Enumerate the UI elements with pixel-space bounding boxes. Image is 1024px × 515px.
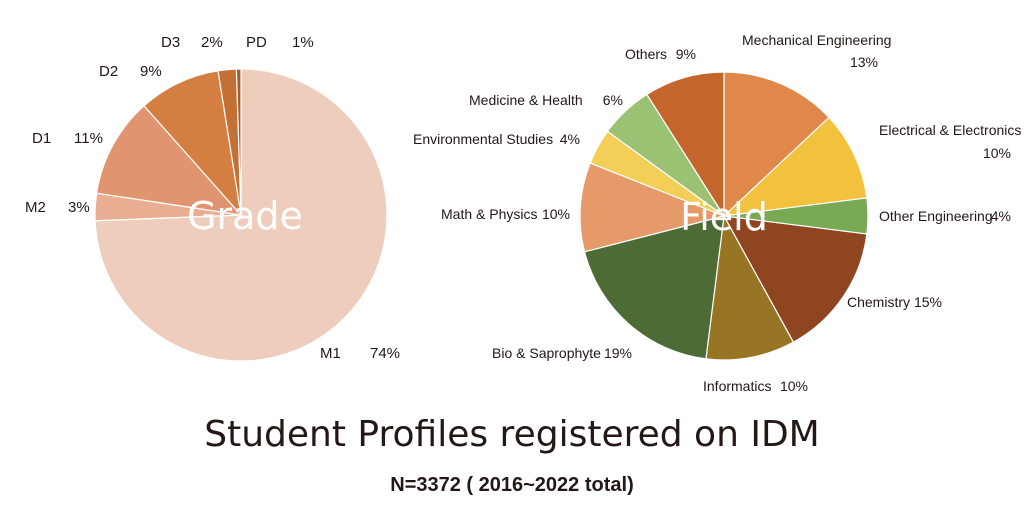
slice-label-medicine-health: Medicine & Health — [469, 92, 583, 108]
slice-label-d1: D1 — [32, 130, 51, 147]
slice-percent-others: 9% — [676, 46, 696, 62]
pie-slice-math-physics — [579, 162, 726, 253]
slice-percent-other-engineering: 4% — [991, 208, 1011, 224]
slice-label-other-engineering: Other Engineering — [879, 208, 993, 224]
pie-slice-chemistry — [722, 215, 868, 344]
slice-label-mechanical-engineering: Mechanical Engineering — [742, 32, 891, 48]
grade-pie-chart: M1 74% M2 3% D1 11% D2 9% D3 2% PD 1% Grade — [25, 34, 400, 362]
slice-label-d2: D2 — [99, 63, 118, 80]
pie-slice-electrical-electronics — [722, 116, 868, 217]
pie-slice-others — [646, 71, 725, 219]
slice-label-electrical-electronics: Electrical & Electronics — [879, 122, 1021, 138]
pie-center-label: Grade — [187, 194, 303, 238]
slice-label-pd: PD — [246, 34, 267, 51]
slice-label-m1: M1 — [320, 345, 341, 362]
pie-slice-mechanical-engineering — [723, 71, 830, 218]
slice-label-bio-saprophyte: Bio & Saprophyte — [492, 345, 601, 361]
slice-label-math-physics: Math & Physics — [441, 206, 537, 222]
slice-label-environmental-studies: Environmental Studies — [413, 131, 553, 147]
slice-percent-pd: 1% — [292, 34, 314, 51]
slice-percent-bio-saprophyte: 19% — [604, 345, 632, 361]
pie-center-label: Field — [680, 195, 768, 239]
slice-percent-mechanical-engineering: 13% — [850, 54, 878, 70]
chart-title: Student Profiles registered on IDM — [204, 414, 820, 455]
pie-slice-informatics — [705, 214, 795, 361]
slice-label-chemistry: Chemistry — [847, 294, 910, 310]
chart-subtitle: N=3372 ( 2016~2022 total) — [390, 474, 634, 496]
slice-percent-d1: 11% — [74, 130, 103, 147]
slice-percent-m1: 74% — [370, 345, 400, 362]
slice-percent-medicine-health: 6% — [603, 92, 623, 108]
slice-percent-informatics: 10% — [780, 378, 808, 394]
slice-percent-m2: 3% — [68, 199, 90, 216]
slice-percent-d2: 9% — [140, 63, 162, 80]
slice-percent-chemistry: 15% — [914, 294, 942, 310]
pie-slice-bio-saprophyte — [583, 215, 725, 360]
slice-percent-d3: 2% — [201, 34, 223, 51]
slice-label-others: Others — [625, 46, 667, 62]
pie-slice-pd — [235, 68, 242, 216]
slice-percent-environmental-studies: 4% — [560, 131, 580, 147]
slice-label-informatics: Informatics — [703, 378, 771, 394]
pie-slice-d1 — [95, 104, 243, 216]
slice-percent-math-physics: 10% — [542, 206, 570, 222]
slice-label-d3: D3 — [161, 34, 180, 51]
pie-slice-d2 — [143, 70, 242, 217]
slice-label-m2: M2 — [25, 199, 46, 216]
slice-percent-electrical-electronics: 10% — [983, 145, 1011, 161]
field-pie-chart: Mechanical Engineering 13% Electrical & El… — [413, 32, 1021, 394]
